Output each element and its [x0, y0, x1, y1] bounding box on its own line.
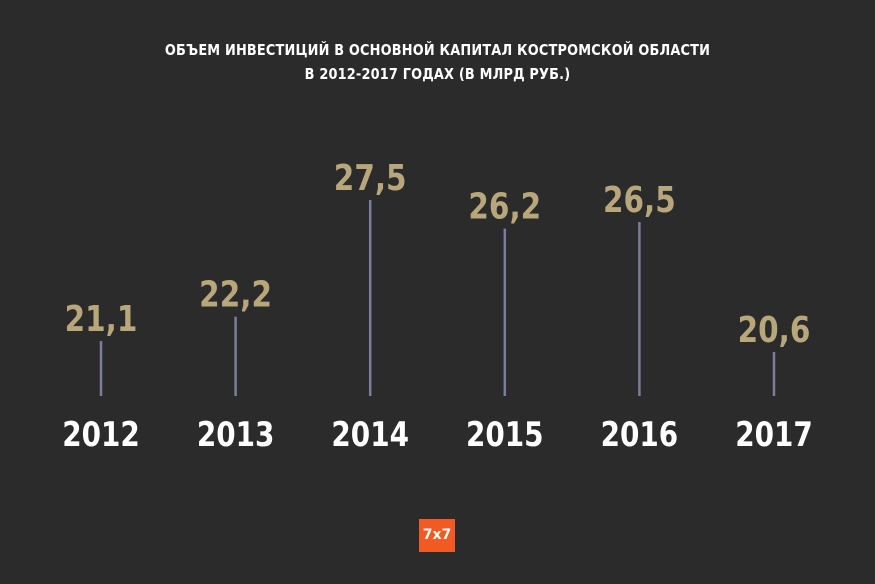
- value-label-2014: 27,5: [334, 156, 407, 199]
- category-label-2012: 2012: [62, 415, 140, 454]
- value-label-2012: 21,1: [65, 297, 138, 340]
- value-label-2017: 20,6: [738, 308, 811, 351]
- chart-title: ОБЪЕМ ИНВЕСТИЦИЙ В ОСНОВНОЙ КАПИТАЛ КОСТ…: [0, 38, 875, 86]
- chart-title-line-1: ОБЪЕМ ИНВЕСТИЦИЙ В ОСНОВНОЙ КАПИТАЛ КОСТ…: [164, 41, 711, 59]
- chart-title-line-2: В 2012-2017 ГОДАХ (В МЛРД РУБ.): [304, 65, 571, 83]
- category-label-2017: 2017: [735, 415, 813, 454]
- value-label-2015: 26,2: [468, 185, 541, 228]
- category-label-2014: 2014: [331, 415, 409, 454]
- value-label-2016: 26,5: [603, 178, 676, 221]
- logo-7x7: 7x7: [419, 519, 455, 552]
- category-label-2016: 2016: [601, 415, 679, 454]
- category-label-2015: 2015: [466, 415, 544, 454]
- category-label-2013: 2013: [197, 415, 275, 454]
- value-label-2013: 22,2: [199, 273, 272, 316]
